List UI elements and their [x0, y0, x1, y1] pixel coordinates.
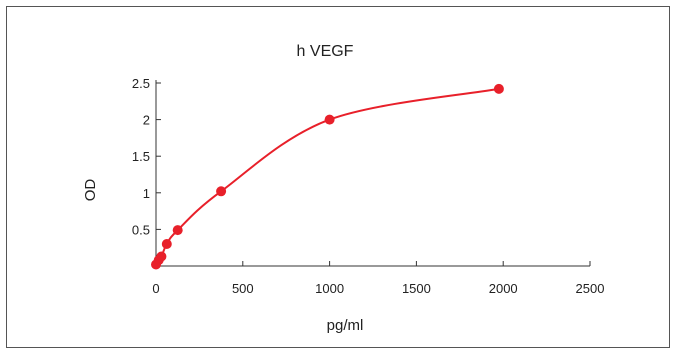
x-axis-ticks: 0 500 1000 1500 2000 2500 [152, 261, 604, 296]
y-axis-label: OD [82, 179, 99, 202]
y-tick-label: 2 [143, 113, 150, 128]
x-tick-label: 1500 [402, 281, 431, 296]
y-tick-label: 2.5 [132, 76, 150, 91]
x-tick-label: 500 [232, 281, 254, 296]
data-point [493, 83, 504, 94]
data-point [161, 239, 172, 249]
data-point [156, 251, 167, 262]
x-axis-label: pg/ml [327, 317, 364, 334]
data-point [172, 225, 183, 236]
data-point [216, 186, 227, 197]
y-axis-ticks: 0.5 1 1.5 2 2.5 [132, 76, 161, 237]
y-tick-label: 1.5 [132, 149, 150, 164]
y-tick-label: 1 [143, 186, 150, 201]
x-tick-label: 2500 [576, 281, 605, 296]
data-points [151, 83, 504, 270]
x-tick-label: 1000 [315, 281, 344, 296]
data-point [324, 114, 335, 125]
x-tick-label: 0 [152, 281, 159, 296]
y-tick-label: 0.5 [132, 222, 150, 237]
x-tick-label: 2000 [489, 281, 518, 296]
chart-frame [6, 6, 670, 348]
chart-title: h VEGF [297, 43, 354, 60]
